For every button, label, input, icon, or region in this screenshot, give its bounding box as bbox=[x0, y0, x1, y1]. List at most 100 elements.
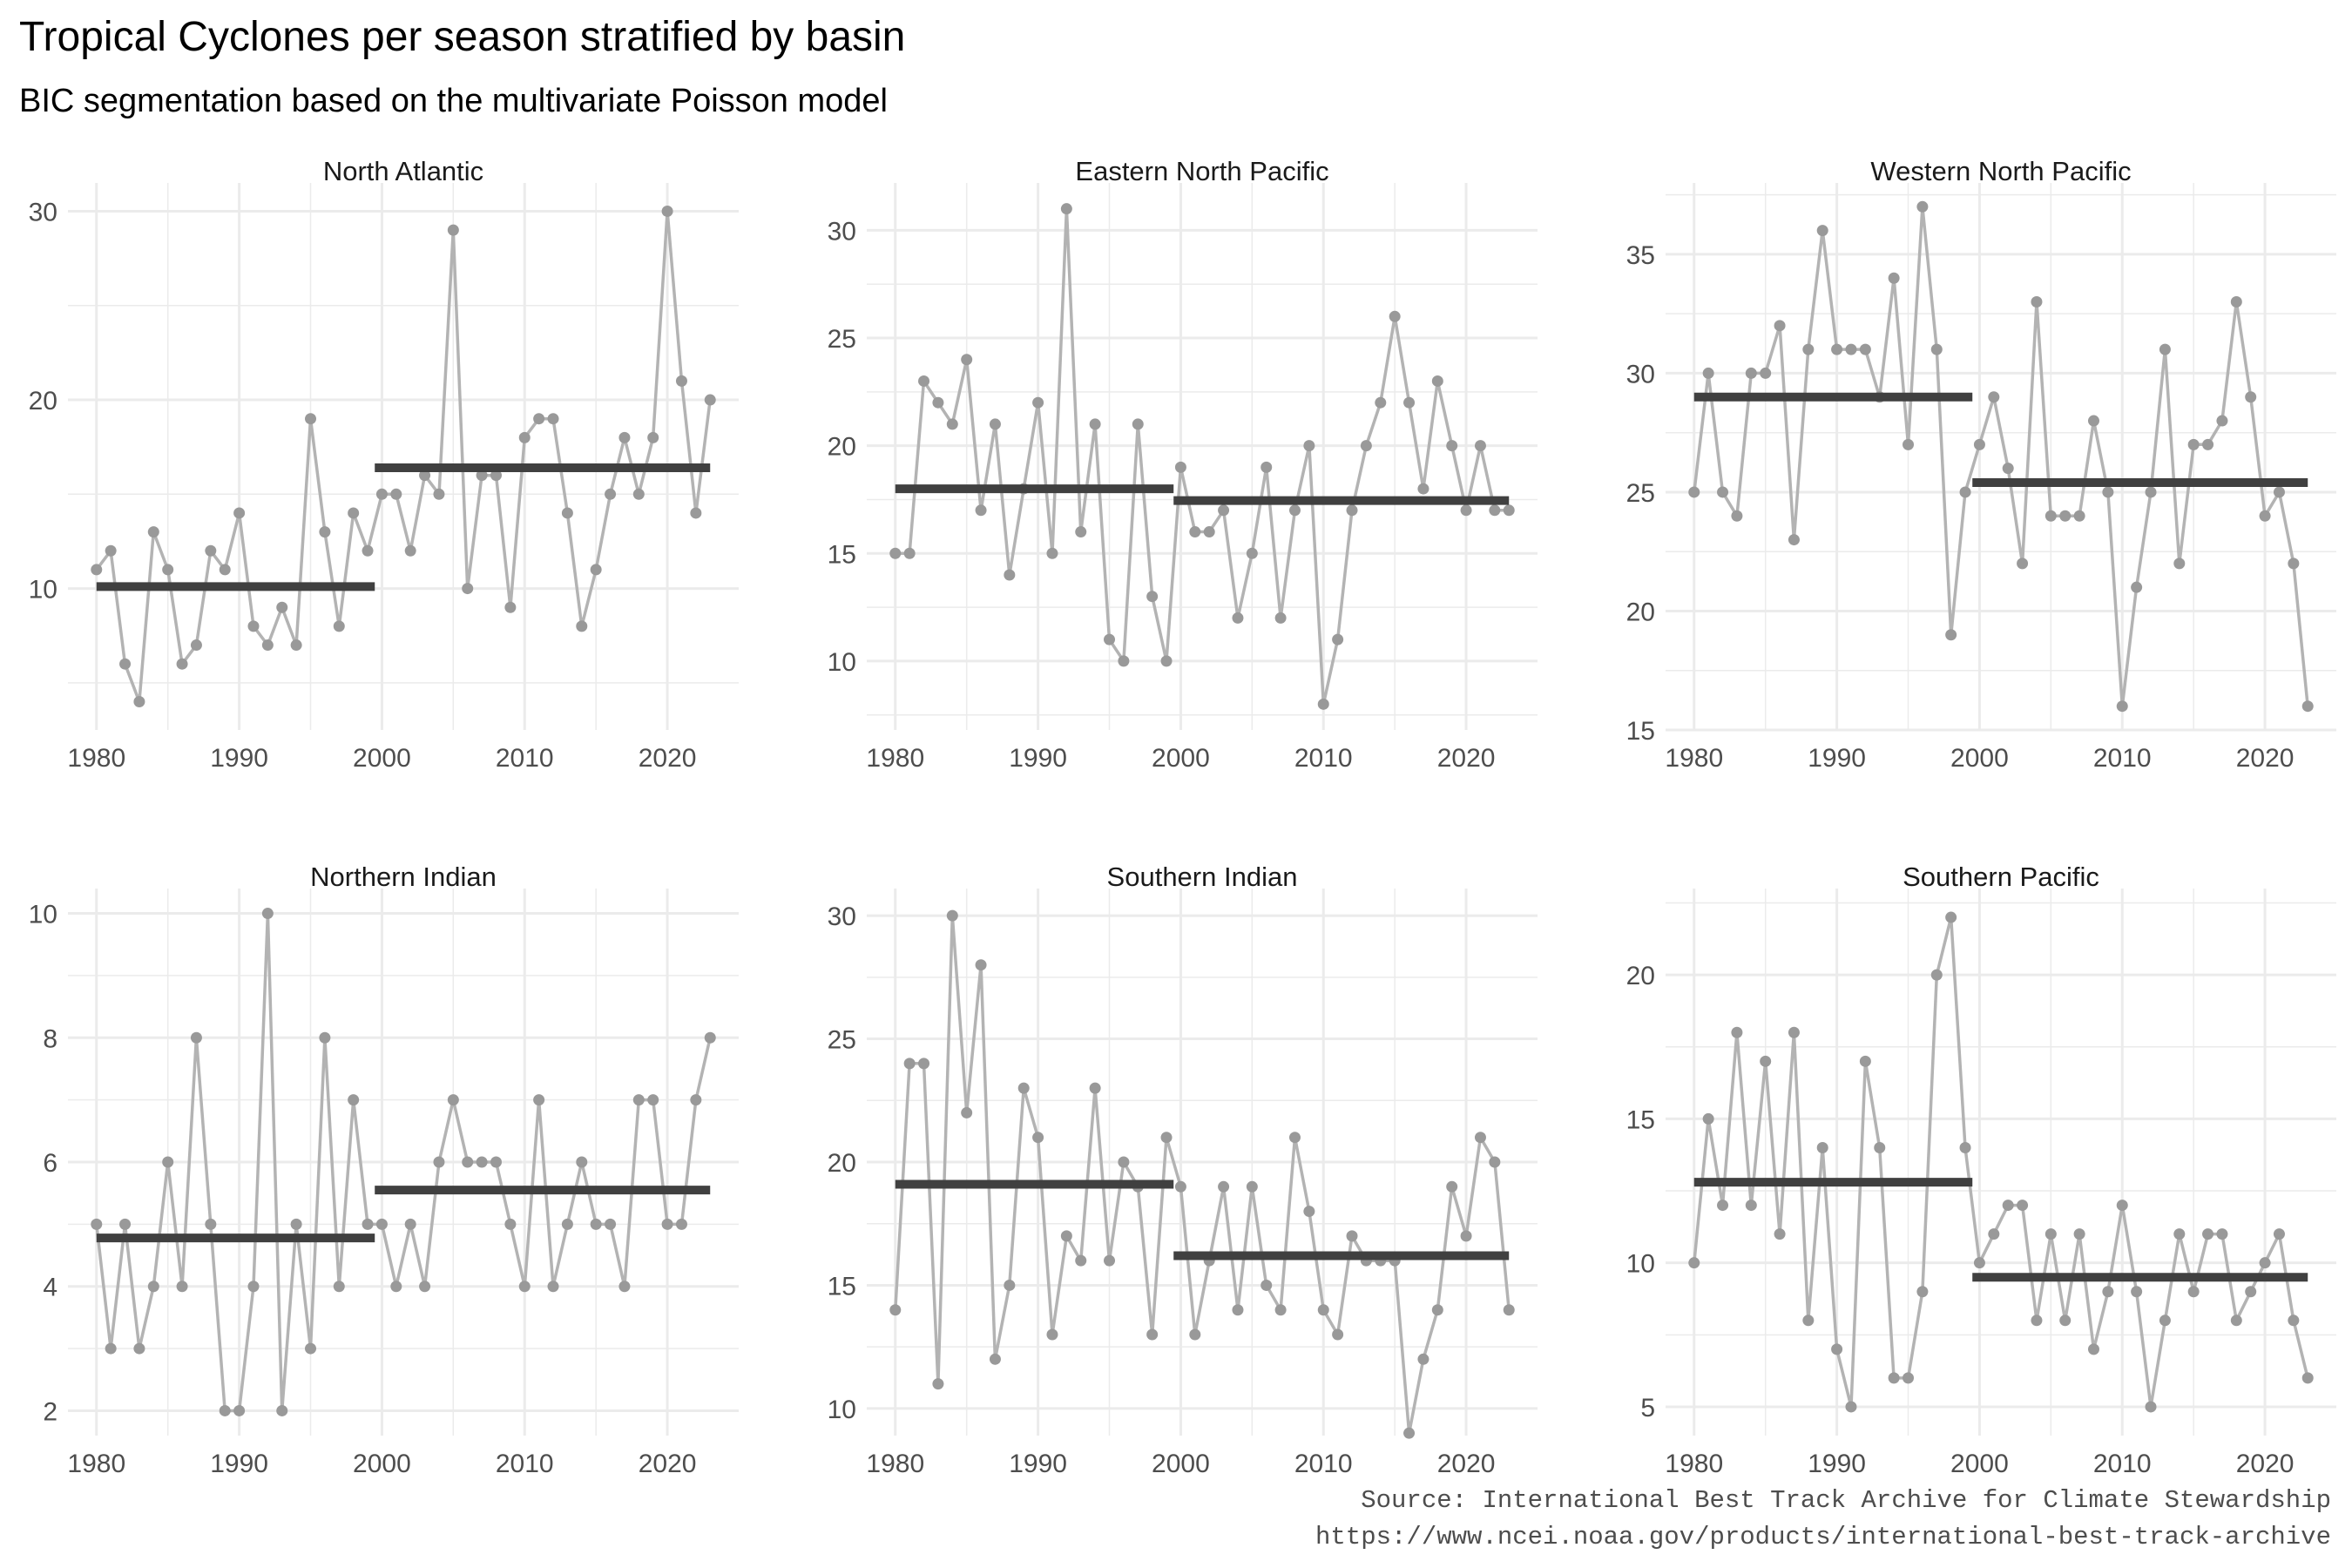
data-point bbox=[918, 1058, 930, 1070]
data-point bbox=[1489, 1156, 1501, 1168]
y-tick-label: 15 bbox=[1626, 1105, 1655, 1134]
x-tick-label: 1980 bbox=[67, 744, 125, 773]
data-point bbox=[261, 639, 274, 652]
data-point bbox=[632, 488, 645, 500]
data-point bbox=[261, 908, 274, 920]
data-point bbox=[1802, 1315, 1815, 1327]
data-point bbox=[2202, 1228, 2214, 1240]
x-tick-label: 1980 bbox=[866, 1450, 924, 1478]
data-point bbox=[2173, 1228, 2186, 1240]
data-point bbox=[647, 1094, 659, 1106]
data-point bbox=[2230, 296, 2242, 308]
data-point bbox=[961, 354, 973, 366]
y-tick-label: 30 bbox=[828, 217, 856, 246]
data-point bbox=[147, 1281, 159, 1293]
x-tick-label: 2010 bbox=[496, 1450, 554, 1478]
data-point bbox=[1802, 343, 1815, 355]
data-point bbox=[1260, 1279, 1273, 1291]
data-point bbox=[903, 1058, 916, 1070]
data-point bbox=[2002, 1200, 2014, 1212]
data-point bbox=[2059, 1315, 2072, 1327]
data-point bbox=[1930, 343, 1943, 355]
data-point bbox=[404, 544, 416, 557]
data-point bbox=[1189, 526, 1201, 538]
data-point bbox=[2116, 700, 2128, 713]
data-point bbox=[946, 909, 958, 922]
data-point bbox=[547, 1281, 559, 1293]
y-tick-label: 35 bbox=[1626, 241, 1655, 270]
data-point bbox=[590, 564, 602, 576]
data-point bbox=[1745, 1200, 1757, 1212]
data-point bbox=[1004, 569, 1016, 581]
data-point bbox=[333, 1281, 345, 1293]
x-tick-label: 2020 bbox=[639, 744, 697, 773]
data-point bbox=[989, 1353, 1001, 1365]
data-point bbox=[561, 1218, 573, 1230]
series-line bbox=[894, 914, 1511, 1435]
y-tick-label: 10 bbox=[29, 576, 57, 605]
panel-northern-indian: Northern Indian 1980 1990 2000 2010 2020 2 4 6 8 1… bbox=[29, 862, 739, 1478]
series-line bbox=[95, 209, 712, 704]
data-point bbox=[547, 413, 559, 425]
data-point bbox=[91, 1218, 103, 1230]
data-point bbox=[119, 1218, 132, 1230]
data-point bbox=[975, 504, 987, 517]
data-point bbox=[490, 470, 502, 482]
data-point bbox=[1246, 547, 1258, 559]
y-tick-label: 10 bbox=[1626, 1250, 1655, 1279]
data-point bbox=[1146, 1328, 1159, 1341]
data-point bbox=[305, 1342, 317, 1355]
data-point bbox=[2116, 1200, 2128, 1212]
x-tick-label: 2020 bbox=[1437, 1450, 1496, 1478]
data-point bbox=[1959, 486, 1971, 498]
data-point bbox=[576, 620, 588, 632]
y-tick-label: 10 bbox=[828, 648, 856, 677]
data-point bbox=[1731, 510, 1743, 522]
y-tick-label: 30 bbox=[29, 198, 57, 226]
data-point bbox=[1032, 396, 1044, 409]
data-point bbox=[518, 431, 531, 443]
data-point bbox=[1959, 1141, 1971, 1153]
y-tick-label: 10 bbox=[828, 1396, 856, 1424]
data-point bbox=[2002, 463, 2014, 475]
data-point bbox=[632, 1094, 645, 1106]
data-point bbox=[1403, 396, 1416, 409]
data-point bbox=[147, 526, 159, 538]
data-point bbox=[1118, 655, 1130, 667]
data-point bbox=[190, 639, 202, 652]
data-point bbox=[1760, 367, 1772, 379]
data-point bbox=[447, 1094, 459, 1106]
data-point bbox=[476, 1156, 488, 1168]
data-point bbox=[1203, 526, 1215, 538]
data-point bbox=[205, 1218, 217, 1230]
panel-title: Western North Pacific bbox=[1870, 156, 2131, 186]
data-point bbox=[1075, 1254, 1087, 1267]
data-point bbox=[2159, 1315, 2171, 1327]
x-tick-label: 2010 bbox=[1294, 1450, 1353, 1478]
data-point bbox=[1831, 1343, 1843, 1355]
data-point bbox=[1417, 483, 1429, 495]
x-tick-label: 2000 bbox=[1152, 744, 1210, 773]
data-point bbox=[1945, 911, 1957, 923]
x-tick-label: 1990 bbox=[1808, 744, 1866, 773]
y-tick-label: 25 bbox=[1626, 479, 1655, 508]
data-point bbox=[133, 696, 145, 708]
data-point bbox=[1332, 1328, 1344, 1341]
data-point bbox=[2301, 700, 2314, 713]
data-point bbox=[1189, 1328, 1201, 1341]
data-point bbox=[533, 413, 545, 425]
data-point bbox=[2245, 1286, 2257, 1298]
data-point bbox=[561, 507, 573, 519]
data-point bbox=[975, 959, 987, 971]
data-point bbox=[1060, 203, 1072, 215]
data-point bbox=[419, 1281, 431, 1293]
y-tick-label: 20 bbox=[29, 387, 57, 416]
data-point bbox=[1089, 1082, 1101, 1094]
data-point bbox=[2230, 1315, 2242, 1327]
data-point bbox=[1160, 655, 1173, 667]
data-point bbox=[1717, 486, 1729, 498]
data-point bbox=[2259, 1257, 2271, 1269]
data-point bbox=[247, 620, 260, 632]
y-tick-label: 15 bbox=[828, 540, 856, 569]
data-point bbox=[348, 507, 360, 519]
